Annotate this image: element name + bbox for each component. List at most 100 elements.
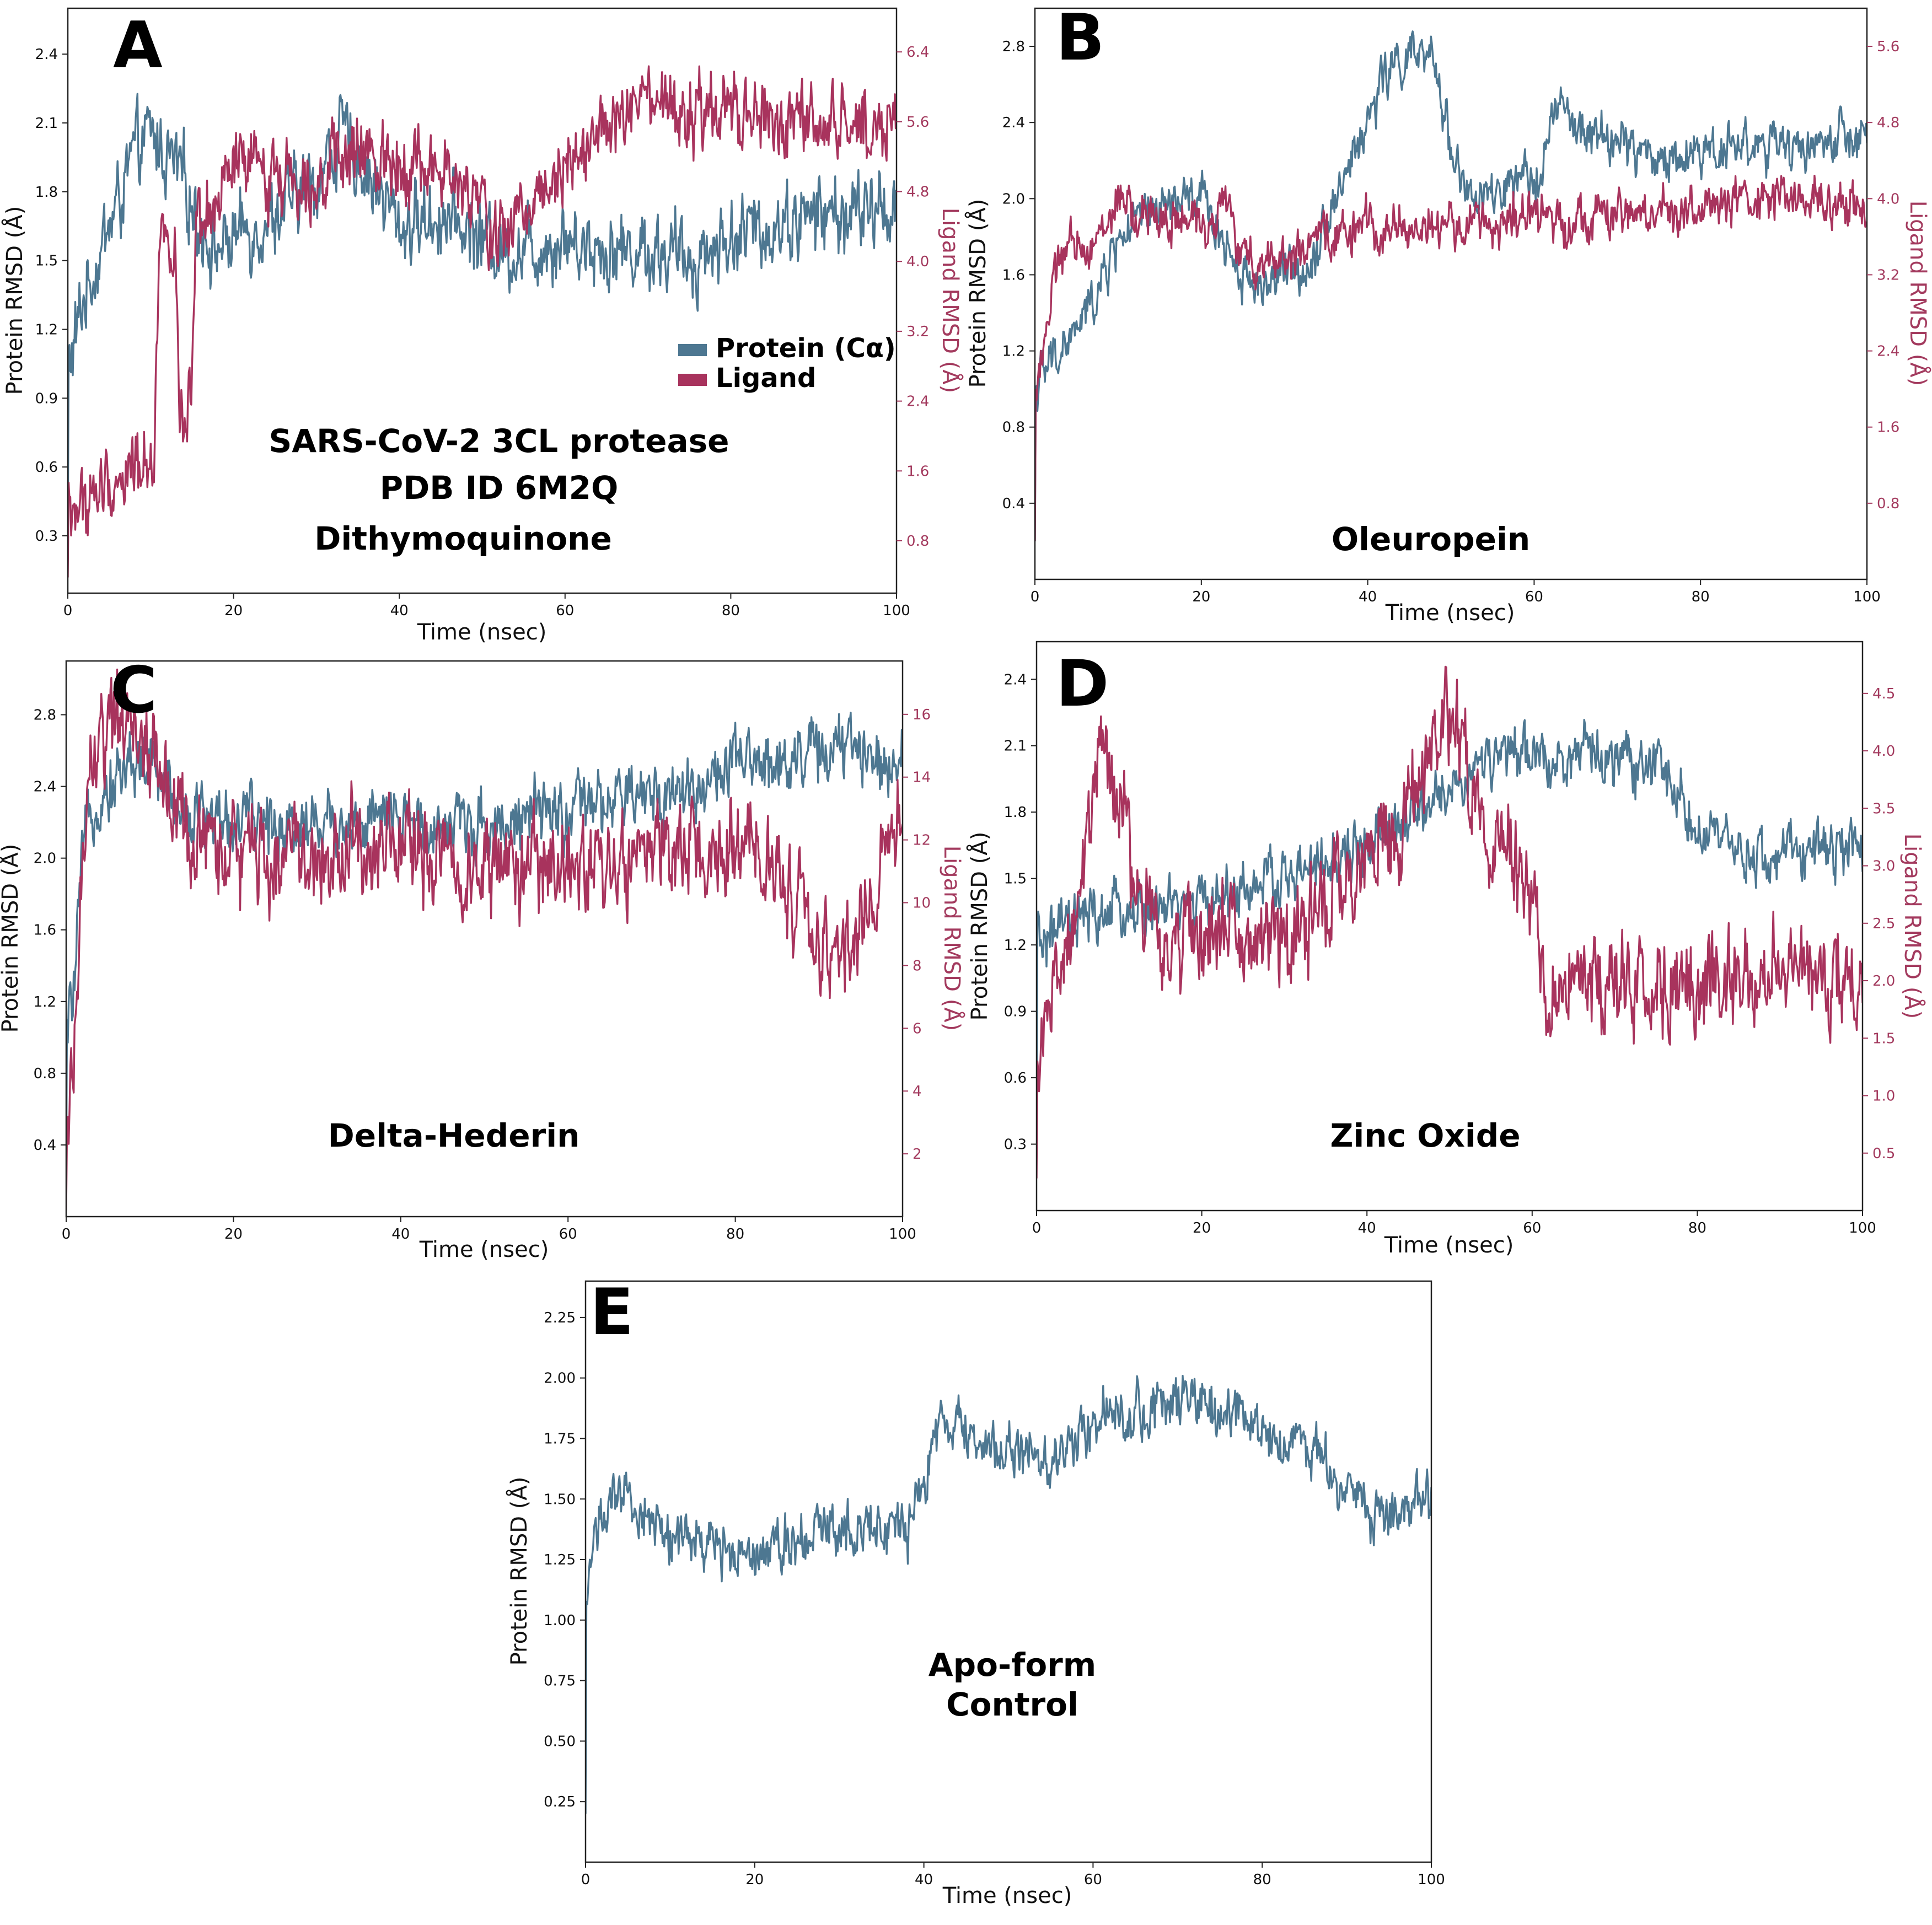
y2-tick-label: 4 xyxy=(913,1083,922,1100)
y-tick-label: 0.25 xyxy=(544,1794,576,1810)
x-tick-label: 40 xyxy=(390,603,409,619)
panel-annotation: SARS-CoV-2 3CL protease xyxy=(269,422,729,460)
chart-panel-c: 0 20 40 60 80 100 0.4 0.8 1.2 1.6 2.0 2.4 2.8 2 4 6 8 10 1… xyxy=(0,653,965,1262)
x-tick-label: 60 xyxy=(1525,589,1543,605)
y-tick-label: 0.3 xyxy=(1004,1137,1027,1153)
x-tick-label: 40 xyxy=(1358,1220,1376,1236)
y2-axis-label: Ligand RMSD (Å) xyxy=(939,846,965,1031)
y-tick-label: 2.4 xyxy=(1004,671,1027,688)
y2-tick-label: 3.2 xyxy=(906,324,929,340)
y2-tick-label: 6.4 xyxy=(906,44,929,61)
x-axis-label: Time (nsec) xyxy=(942,1883,1072,1908)
y-tick-label: 2.8 xyxy=(34,707,56,724)
y-tick-label: 1.50 xyxy=(544,1491,576,1508)
y2-tick-label: 16 xyxy=(913,707,931,723)
plot-frame xyxy=(1035,641,1864,1212)
y2-tick-label: 2.0 xyxy=(1872,973,1895,990)
plot-frame xyxy=(67,7,898,594)
y2-axis-label: Ligand RMSD (Å) xyxy=(1905,201,1931,386)
x-axis-label: Time (nsec) xyxy=(419,1237,549,1262)
y2-tick-label: 3.5 xyxy=(1872,800,1895,817)
y-tick-label: 2.00 xyxy=(544,1370,576,1387)
y-tick-label: 0.9 xyxy=(1004,1004,1027,1020)
y-tick-label: 0.6 xyxy=(35,459,58,476)
panel-annotation: Delta-Hederin xyxy=(328,1117,580,1154)
y-tick-label: 1.2 xyxy=(34,994,56,1010)
y2-tick-label: 1.0 xyxy=(1872,1088,1895,1105)
legend-swatch xyxy=(678,374,707,386)
x-tick-label: 0 xyxy=(63,603,73,619)
series-line-a-ligand xyxy=(68,65,897,578)
y2-tick-label: 12 xyxy=(913,832,931,849)
x-axis-label: Time (nsec) xyxy=(417,620,547,645)
x-tick-label: 40 xyxy=(1359,589,1377,605)
series-line-d-protein xyxy=(1037,718,1863,1158)
y-tick-label: 2.25 xyxy=(544,1310,576,1326)
x-tick-label: 0 xyxy=(62,1226,71,1243)
x-tick-label: 20 xyxy=(1192,589,1210,605)
y-tick-label: 1.00 xyxy=(544,1612,576,1629)
y2-tick-label: 5.6 xyxy=(1877,39,1899,55)
x-tick-label: 0 xyxy=(1031,589,1040,605)
y-tick-label: 2.0 xyxy=(34,851,56,867)
panel-label: B xyxy=(1056,1,1104,75)
panel-label: D xyxy=(1056,647,1109,721)
y-tick-label: 1.8 xyxy=(1004,804,1027,821)
y2-tick-label: 0.5 xyxy=(1872,1146,1895,1162)
y2-tick-label: 4.5 xyxy=(1872,686,1895,702)
y2-tick-label: 4.8 xyxy=(906,184,929,201)
y-tick-label: 2.8 xyxy=(1002,39,1025,55)
y2-tick-label: 2 xyxy=(913,1146,922,1163)
x-tick-label: 60 xyxy=(1523,1220,1541,1236)
legend: Protein (Cα)Ligand xyxy=(678,333,896,394)
y2-tick-label: 10 xyxy=(913,895,931,912)
y2-tick-label: 2.4 xyxy=(1877,343,1899,360)
y2-tick-label: 14 xyxy=(913,770,931,786)
y2-tick-label: 8 xyxy=(913,958,922,974)
plot-frame xyxy=(584,1280,1432,1863)
x-tick-label: 0 xyxy=(1032,1220,1042,1236)
y-axis-label: Protein RMSD (Å) xyxy=(966,832,992,1021)
x-tick-label: 80 xyxy=(1253,1872,1271,1888)
y-tick-label: 1.5 xyxy=(35,253,58,270)
x-tick-label: 100 xyxy=(1849,1220,1876,1236)
x-tick-label: 40 xyxy=(915,1872,933,1888)
y-tick-label: 0.4 xyxy=(1002,496,1025,512)
panel-label: E xyxy=(590,1275,634,1349)
y-tick-label: 2.4 xyxy=(34,779,56,795)
y2-tick-label: 4.8 xyxy=(1877,115,1899,131)
legend-label: Protein (Cα) xyxy=(716,333,896,364)
panel-annotation: Oleuropein xyxy=(1332,520,1530,558)
y2-axis-label: Ligand RMSD (Å) xyxy=(937,208,964,394)
y2-tick-label: 0.8 xyxy=(1877,496,1899,512)
series-line-b-ligand xyxy=(1035,175,1867,541)
series-line-a-protein xyxy=(68,93,897,550)
y-axis-label: Protein RMSD (Å) xyxy=(506,1477,532,1666)
y2-tick-label: 4.0 xyxy=(906,254,929,270)
x-tick-label: 20 xyxy=(224,1226,243,1243)
y2-tick-label: 3.0 xyxy=(1872,858,1895,875)
x-tick-label: 60 xyxy=(559,1226,577,1243)
y-axis-label: Protein RMSD (Å) xyxy=(964,199,991,388)
panel-label: C xyxy=(110,653,157,728)
y2-tick-label: 0.8 xyxy=(906,533,929,550)
chart-panel-b: 0 20 40 60 80 100 0.4 0.8 1.2 1.6 2.0 2.4 2.8 0.8 1.6 2… xyxy=(964,1,1931,626)
y-tick-label: 1.5 xyxy=(1004,871,1027,888)
legend-label: Ligand xyxy=(716,363,816,394)
y2-tick-label: 1.6 xyxy=(906,463,929,480)
y2-tick-label: 5.6 xyxy=(906,114,929,131)
panel-label: A xyxy=(113,8,163,83)
y-tick-label: 2.1 xyxy=(35,115,58,132)
chart-panel-e: 0 20 40 60 80 100 0.25 0.50 0.75 1.00 1.25 1.50 1.75… xyxy=(506,1275,1445,1908)
x-tick-label: 20 xyxy=(224,603,243,619)
plot-frame xyxy=(65,660,904,1218)
y-tick-label: 1.6 xyxy=(1002,267,1025,283)
y-tick-label: 1.75 xyxy=(544,1431,576,1447)
y2-tick-label: 1.6 xyxy=(1877,420,1899,436)
y-tick-label: 0.3 xyxy=(35,528,58,545)
y2-axis-label: Ligand RMSD (Å) xyxy=(1899,834,1926,1019)
x-tick-label: 20 xyxy=(1193,1220,1211,1236)
y-tick-label: 1.2 xyxy=(1004,937,1027,954)
y2-tick-label: 3.2 xyxy=(1877,267,1899,283)
y2-tick-label: 2.4 xyxy=(906,394,929,410)
